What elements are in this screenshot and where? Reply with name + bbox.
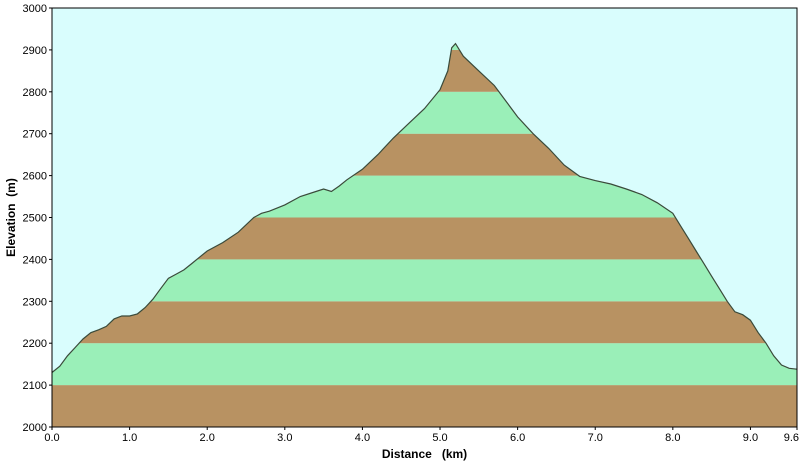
y-tick-label: 2300 <box>23 296 47 308</box>
x-tick-label: 1.0 <box>122 432 137 444</box>
y-tick-label: 2600 <box>23 171 47 183</box>
elevation-profile-line <box>51 42 798 373</box>
x-tick-label: 6.0 <box>510 432 525 444</box>
y-axis: 2000 2100 2200 2300 2400 2500 2600 2700 2800 2900… <box>23 3 52 434</box>
elevation-band <box>52 301 797 344</box>
x-tick-label: 9.6 <box>784 432 799 444</box>
x-tick-label: 8.0 <box>665 432 680 444</box>
x-tick-label: 2.0 <box>200 432 215 444</box>
y-tick-label: 2000 <box>23 422 47 434</box>
elevation-band <box>52 385 797 427</box>
y-tick-label: 2400 <box>23 254 47 266</box>
x-axis-title: Distance (km) <box>382 447 467 461</box>
x-tick-label: 5.0 <box>432 432 447 444</box>
y-tick-label: 2800 <box>23 87 47 99</box>
x-axis: 0.0 1.0 2.0 3.0 4.0 5.0 6.0 7.0 8.0 9.0 9.6 <box>44 427 799 444</box>
y-tick-label: 2500 <box>23 213 47 225</box>
x-tick-label: 0.0 <box>44 432 59 444</box>
x-tick-label: 9.0 <box>743 432 758 444</box>
x-tick-label: 3.0 <box>277 432 292 444</box>
y-tick-label: 2200 <box>23 338 47 350</box>
y-tick-label: 2900 <box>23 45 47 57</box>
elevation-band <box>52 343 797 386</box>
y-tick-label: 2700 <box>23 129 47 141</box>
y-axis-title: Elevation (m) <box>4 178 18 257</box>
x-tick-label: 4.0 <box>355 432 370 444</box>
y-tick-label: 2100 <box>23 380 47 392</box>
y-tick-label: 3000 <box>23 3 47 15</box>
x-tick-label: 7.0 <box>588 432 603 444</box>
